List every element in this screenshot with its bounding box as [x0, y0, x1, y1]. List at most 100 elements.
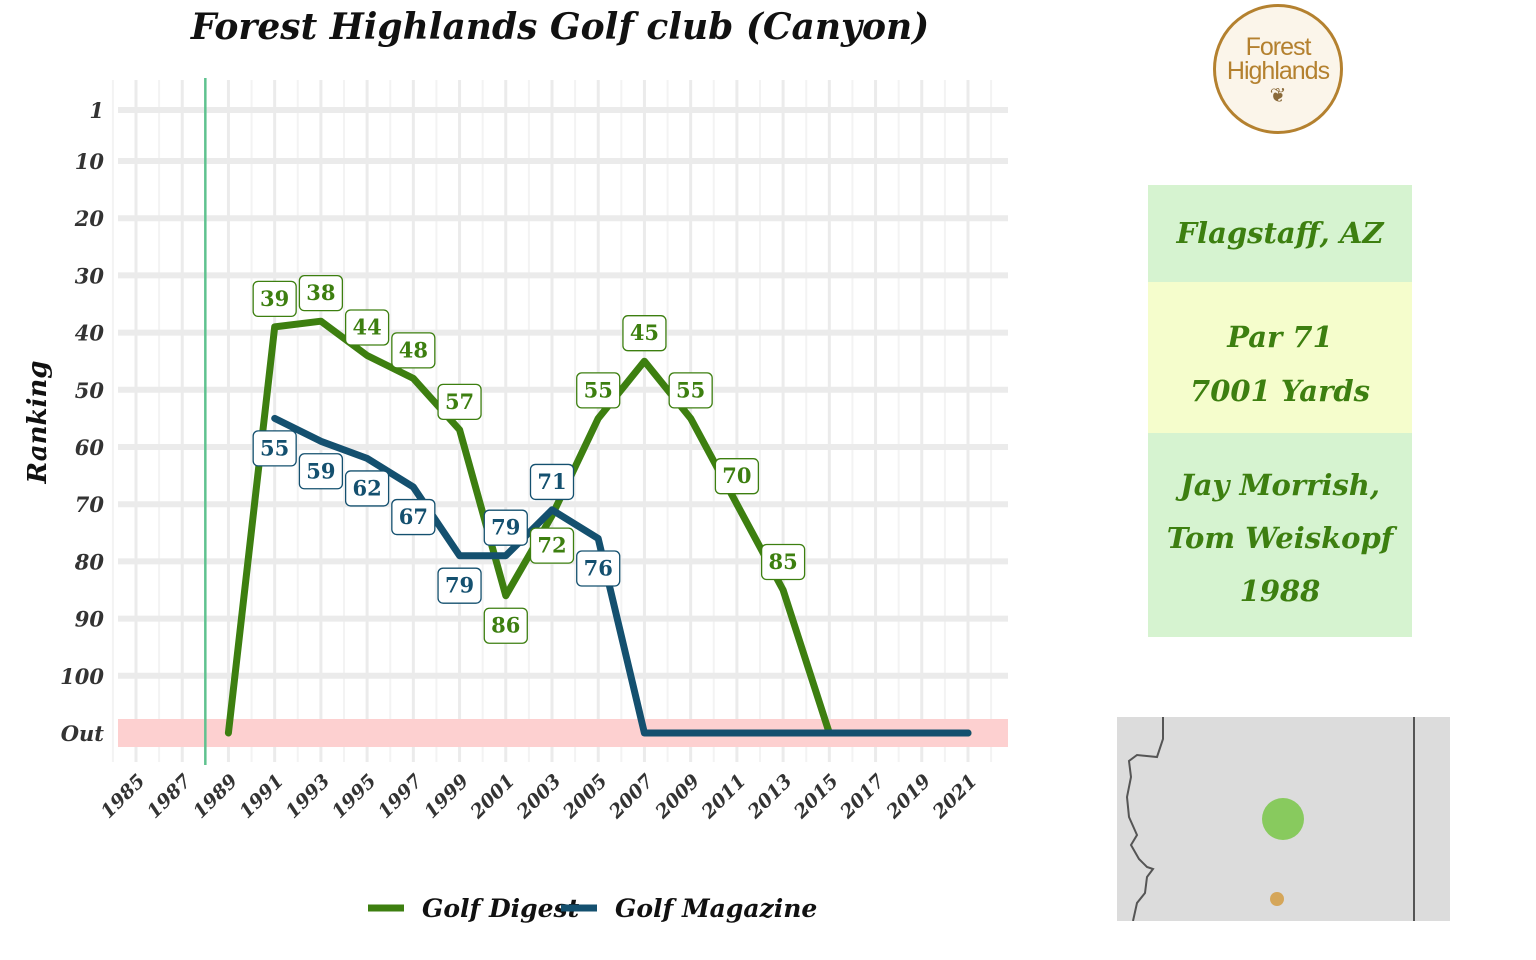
data-label-text: 39 — [260, 286, 289, 311]
data-label: 45 — [622, 315, 667, 352]
data-label-box — [576, 550, 621, 587]
logo-text-line1: Forest — [1245, 33, 1312, 61]
data-label-text: 79 — [491, 515, 520, 540]
legend: Golf Digest Golf Magazine — [368, 894, 817, 923]
y-tick-label: Out — [61, 721, 105, 746]
data-label-text: 55 — [260, 435, 289, 460]
legend-item: Golf Digest — [368, 894, 580, 923]
y-axis-label: Ranking — [23, 361, 53, 485]
location-text: Flagstaff, AZ — [1176, 216, 1384, 250]
data-label-box — [298, 275, 344, 312]
data-label: 67 — [391, 498, 436, 536]
data-label-box — [344, 470, 390, 507]
data-label-text: 76 — [584, 556, 613, 581]
y-tick-label: 70 — [75, 492, 105, 517]
state-border-west — [1125, 717, 1164, 921]
data-label-box — [714, 458, 760, 495]
data-label-text: 45 — [630, 320, 659, 345]
data-label-box — [529, 527, 575, 564]
x-tick-label: 2005 — [558, 770, 612, 824]
x-tick-label: 2019 — [882, 770, 936, 824]
data-label-text: 59 — [306, 458, 335, 483]
x-tick-label: 2021 — [928, 770, 982, 824]
data-label: 71 — [529, 463, 575, 501]
y-tick-label: 60 — [75, 435, 105, 460]
designer-line2: Tom Weiskopf — [1166, 521, 1394, 555]
data-label-box — [298, 453, 344, 490]
data-label-box — [391, 332, 436, 369]
map-marker-city — [1270, 892, 1284, 906]
data-label: 62 — [344, 470, 390, 507]
data-label-text: 85 — [768, 549, 797, 574]
data-label-box — [437, 383, 482, 420]
data-label: 39 — [252, 280, 297, 318]
data-label: 55 — [252, 430, 297, 467]
x-axis-ticks: 1985198719891991199319951997199920012003… — [97, 770, 982, 824]
ranking-chart: 39 38 44 48 57 86 72 55 45 55 70 85 55 59 62 67 79 79 71 76… — [23, 78, 1008, 923]
data-label: 55 — [576, 372, 621, 409]
y-tick-label: 80 — [74, 549, 105, 574]
data-label-text: 44 — [352, 314, 381, 339]
x-tick-label: 2001 — [466, 770, 520, 824]
data-label-box — [576, 372, 621, 409]
x-tick-label: 2013 — [743, 770, 797, 824]
data-label-box — [344, 309, 390, 346]
x-tick-label: 2011 — [697, 770, 751, 824]
data-label-text: 55 — [676, 377, 705, 402]
chart-title: Forest Highlands Golf club (Canyon) — [190, 6, 930, 48]
data-label-box — [529, 463, 575, 501]
data-label: 72 — [529, 527, 575, 564]
data-label-text: 48 — [399, 337, 428, 362]
data-label-box — [391, 498, 436, 536]
y-tick-label: 50 — [75, 378, 105, 403]
data-label: 44 — [344, 309, 390, 346]
y-tick-label: 100 — [60, 664, 104, 689]
y-tick-label: 10 — [75, 149, 105, 174]
data-label: 48 — [391, 332, 436, 369]
designer-box: Jay Morrish, Tom Weiskopf 1988 — [1148, 433, 1412, 637]
data-label-box — [252, 280, 297, 318]
x-tick-label: 2009 — [651, 770, 705, 824]
data-label: 70 — [714, 458, 760, 495]
x-tick-label: 1995 — [328, 770, 381, 823]
x-tick-label: 1997 — [374, 770, 427, 823]
legend-item: Golf Magazine — [561, 894, 817, 923]
data-label: 57 — [437, 383, 482, 420]
data-label-text: 72 — [537, 533, 566, 558]
data-label-box — [668, 372, 713, 409]
data-label-box — [483, 509, 528, 546]
data-label-text: 55 — [584, 377, 613, 402]
data-label-text: 62 — [352, 475, 381, 500]
y-axis-ticks: 1 10 20 30 40 50 60 70 80 90 100 Out — [60, 98, 104, 746]
data-label: 76 — [576, 550, 621, 587]
data-label-text: 79 — [445, 573, 474, 598]
logo-text-line2: Highlands — [1226, 57, 1330, 85]
y-tick-label: 90 — [75, 607, 105, 632]
gridlines — [111, 80, 1008, 762]
data-label-text: 70 — [722, 463, 751, 488]
data-label-box — [483, 607, 528, 644]
data-label: 86 — [483, 607, 528, 644]
data-labels: 39 38 44 48 57 86 72 55 45 55 70 85 55 59 62 67 79 79 71 76 — [252, 275, 806, 644]
y-tick-label: 20 — [74, 206, 105, 231]
x-tick-label: 2017 — [835, 770, 889, 824]
x-tick-label: 1993 — [281, 770, 334, 823]
data-label-text: 38 — [306, 280, 335, 305]
data-label: 79 — [483, 509, 528, 546]
data-label: 79 — [437, 567, 482, 604]
year-built-text: 1988 — [1239, 574, 1321, 608]
course-info-panel: Flagstaff, AZ Par 71 7001 Yards Jay Morr… — [1148, 185, 1412, 637]
data-label: 85 — [760, 543, 806, 581]
y-tick-label: 1 — [89, 98, 104, 123]
data-label-text: 67 — [399, 504, 428, 529]
par-text: Par 71 — [1227, 320, 1333, 354]
data-label: 55 — [668, 372, 713, 409]
location-box: Flagstaff, AZ — [1148, 185, 1412, 282]
series-line-golf-magazine — [271, 414, 972, 737]
data-label-text: 86 — [491, 613, 520, 638]
data-label: 38 — [298, 275, 344, 312]
x-tick-label: 1985 — [97, 770, 150, 823]
map-marker-course — [1262, 798, 1304, 840]
data-label-box — [760, 543, 806, 581]
x-tick-label: 1991 — [235, 770, 288, 823]
